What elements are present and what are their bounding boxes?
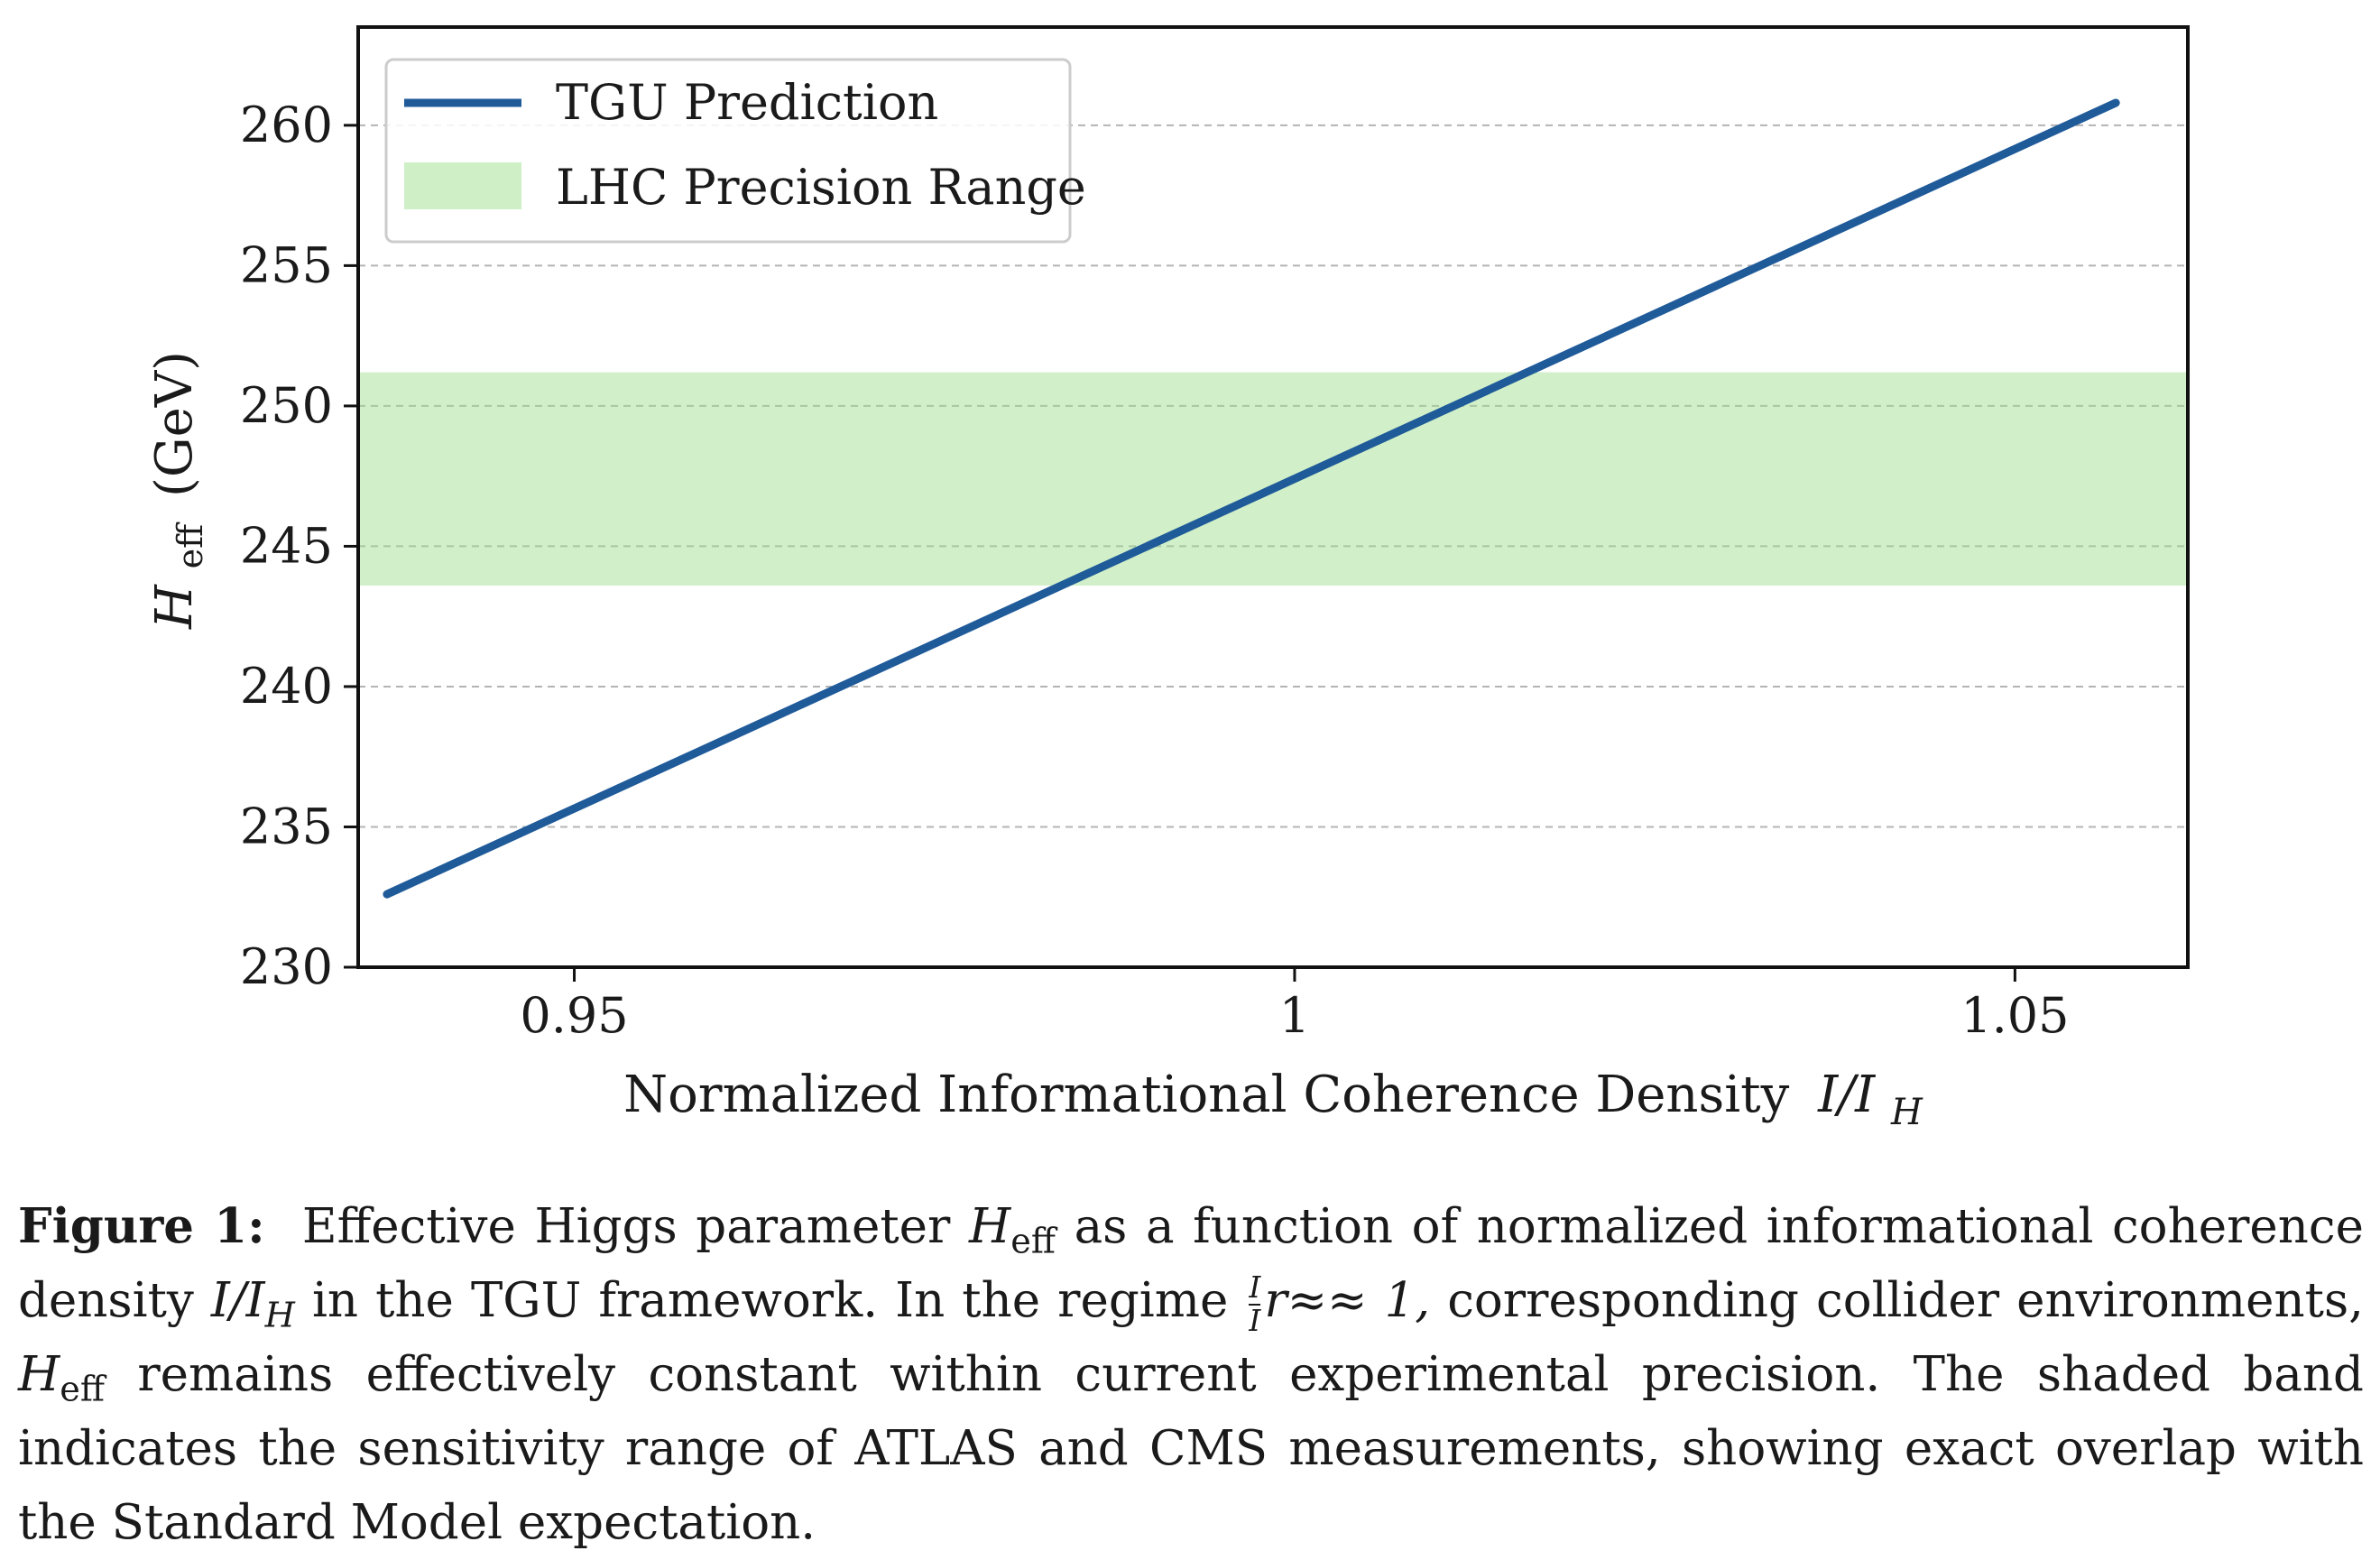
y-tick-label-245: 245 [240, 517, 333, 574]
caption-sub-eff-2: eff [60, 1369, 105, 1409]
caption-text-1: Effective Higgs parameter [301, 1199, 951, 1254]
caption-frac-numerator: I [1249, 1269, 1261, 1306]
y-tick-label-250: 250 [240, 377, 333, 434]
y-tick-label-230: 230 [240, 938, 333, 995]
legend-label-lhc-precision-range: LHC Precision Range [556, 159, 1086, 216]
caption-sub-eff: eff [1010, 1221, 1056, 1261]
figure-label: Figure 1: [18, 1198, 265, 1254]
legend-box [384, 58, 1072, 244]
y-tick-label-255: 255 [240, 236, 333, 293]
y-tick-label-235: 235 [240, 798, 333, 854]
x-axis-label: Normalized Informational Coherence Densi… [623, 1066, 1923, 1133]
caption-text-2: as a function of normalized informationa… [18, 1199, 2364, 1328]
figure-caption: Figure 1: Effective Higgs parameter Heff… [18, 1189, 2364, 1560]
legend: TGU Prediction LHC Precision Range [384, 58, 1086, 244]
series [383, 98, 2120, 899]
caption-regime-rest: r≈≈ 1, [1264, 1273, 1431, 1328]
bands [358, 372, 2188, 586]
y-axis-label: H eff (GeV) [145, 351, 215, 630]
caption-regime-frac: I I [1249, 1269, 1261, 1338]
x-tick-label-0.95: 0.95 [520, 987, 628, 1044]
legend-label-tgu-prediction: TGU Prediction [556, 74, 938, 131]
axis-ticks: 230 235 240 245 250 255 260 0.95 1 1.05 [240, 97, 2070, 1044]
legend-swatch-lhc-precision-range [404, 162, 521, 209]
chart: 230 235 240 245 250 255 260 0.95 1 1.05 Normalize… [145, 25, 2190, 1133]
band-lhc-precision-range [360, 372, 2186, 586]
series-line-tgu-prediction [383, 98, 2120, 899]
caption-var-ratio: I/I [210, 1273, 265, 1328]
y-tick-label-260: 260 [240, 97, 333, 153]
x-tick-label-1.05: 1.05 [1960, 987, 2069, 1044]
caption-text-4: corresponding collider environments, [1447, 1273, 2364, 1328]
caption-var-h-2: H [18, 1347, 60, 1402]
plot-frame [356, 25, 2190, 969]
x-tick-label-1: 1 [1279, 987, 1310, 1044]
caption-sub-h: H [264, 1295, 295, 1335]
caption-var-h: H [969, 1199, 1011, 1254]
caption-text-3: in the TGU framework. In the regime [311, 1273, 1229, 1328]
caption-frac-denominator: I [1249, 1302, 1261, 1338]
caption-text-5: remains effectively constant within curr… [18, 1347, 2364, 1550]
y-tick-label-240: 240 [240, 658, 333, 715]
